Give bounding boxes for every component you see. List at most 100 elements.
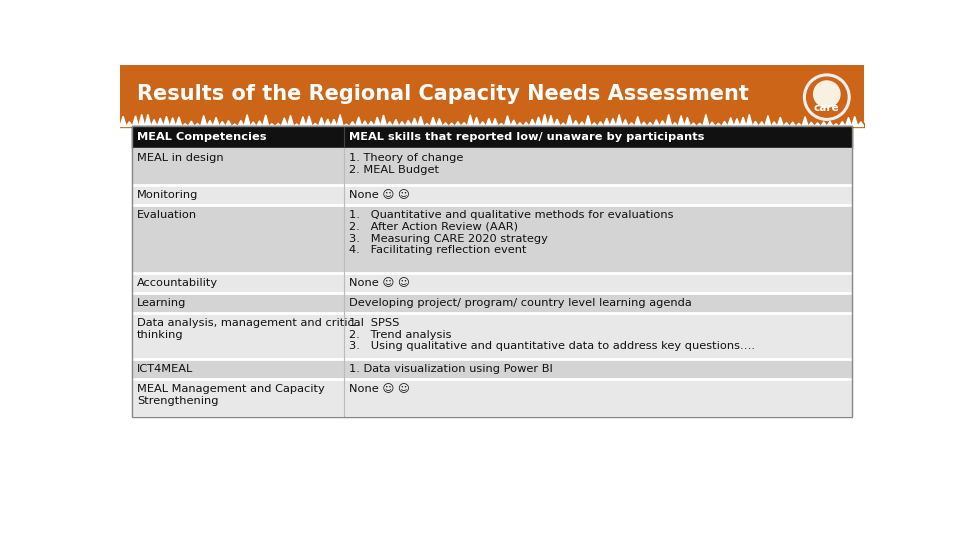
Polygon shape <box>430 117 436 126</box>
Polygon shape <box>604 118 610 126</box>
Polygon shape <box>635 117 641 126</box>
Text: None ☺ ☺: None ☺ ☺ <box>349 384 410 394</box>
Text: Developing project/ program/ country level learning agenda: Developing project/ program/ country lev… <box>349 298 692 308</box>
Polygon shape <box>733 119 740 126</box>
Polygon shape <box>647 123 653 126</box>
Polygon shape <box>833 124 839 126</box>
Polygon shape <box>814 123 821 126</box>
Polygon shape <box>480 122 486 126</box>
Polygon shape <box>709 122 715 126</box>
Polygon shape <box>703 114 709 126</box>
Polygon shape <box>337 114 344 126</box>
Circle shape <box>806 77 847 117</box>
Polygon shape <box>616 114 622 126</box>
Polygon shape <box>226 120 231 126</box>
Polygon shape <box>852 117 858 126</box>
Polygon shape <box>516 123 523 126</box>
Polygon shape <box>256 121 263 126</box>
Polygon shape <box>468 115 473 126</box>
Text: None ☺ ☺: None ☺ ☺ <box>349 190 410 200</box>
Polygon shape <box>213 117 219 126</box>
Polygon shape <box>145 114 151 126</box>
Text: ICT4MEAL: ICT4MEAL <box>137 364 193 374</box>
Polygon shape <box>324 119 331 126</box>
Polygon shape <box>808 122 814 126</box>
Polygon shape <box>219 122 226 126</box>
Text: 1.   Quantitative and qualitative methods for evaluations
2.   After Action Revi: 1. Quantitative and qualitative methods … <box>349 211 674 255</box>
Bar <box>132 293 852 313</box>
Polygon shape <box>802 117 808 126</box>
Polygon shape <box>201 116 206 126</box>
Polygon shape <box>827 122 833 126</box>
Polygon shape <box>498 123 504 126</box>
Bar <box>132 205 852 273</box>
Polygon shape <box>380 115 387 126</box>
Text: Monitoring: Monitoring <box>137 190 199 200</box>
Text: 1.   SPSS
2.   Trend analysis
3.   Using qualitative and quantitative data to ad: 1. SPSS 2. Trend analysis 3. Using quali… <box>349 318 756 352</box>
Polygon shape <box>393 119 399 126</box>
Polygon shape <box>715 123 721 126</box>
Polygon shape <box>399 122 405 126</box>
Polygon shape <box>306 116 312 126</box>
Bar <box>132 273 852 293</box>
Polygon shape <box>728 118 733 126</box>
Polygon shape <box>455 122 461 126</box>
Polygon shape <box>721 122 728 126</box>
Polygon shape <box>690 123 697 126</box>
Polygon shape <box>492 118 498 126</box>
Polygon shape <box>405 120 412 126</box>
Polygon shape <box>275 124 281 126</box>
Text: Evaluation: Evaluation <box>137 211 197 220</box>
Polygon shape <box>678 116 684 126</box>
Polygon shape <box>294 124 300 126</box>
Polygon shape <box>443 123 448 126</box>
Polygon shape <box>591 123 597 126</box>
Polygon shape <box>504 116 511 126</box>
Polygon shape <box>641 122 647 126</box>
Polygon shape <box>511 120 516 126</box>
Polygon shape <box>244 114 251 126</box>
Polygon shape <box>418 116 423 126</box>
Text: MEAL skills that reported low/ unaware by participants: MEAL skills that reported low/ unaware b… <box>349 132 705 142</box>
Bar <box>132 148 852 185</box>
Polygon shape <box>765 116 771 126</box>
Bar <box>132 313 852 359</box>
Polygon shape <box>541 114 548 126</box>
Bar <box>132 126 852 148</box>
Polygon shape <box>858 122 864 126</box>
Polygon shape <box>170 118 176 126</box>
Bar <box>132 185 852 205</box>
Polygon shape <box>281 118 287 126</box>
Polygon shape <box>529 119 536 126</box>
Text: 1. Data visualization using Power BI: 1. Data visualization using Power BI <box>349 364 553 374</box>
Polygon shape <box>157 118 163 126</box>
Polygon shape <box>585 116 591 126</box>
Bar <box>132 359 852 379</box>
Polygon shape <box>120 116 126 126</box>
Polygon shape <box>126 122 132 126</box>
Polygon shape <box>697 123 703 126</box>
Text: care: care <box>814 103 840 113</box>
Polygon shape <box>789 122 796 126</box>
Polygon shape <box>566 115 572 126</box>
Polygon shape <box>461 123 468 126</box>
Polygon shape <box>448 123 455 126</box>
Polygon shape <box>672 123 678 126</box>
Polygon shape <box>194 124 201 126</box>
Polygon shape <box>312 123 319 126</box>
Text: 1. Theory of change
2. MEAL Budget: 1. Theory of change 2. MEAL Budget <box>349 153 464 175</box>
Polygon shape <box>629 123 635 126</box>
Polygon shape <box>597 122 604 126</box>
Bar <box>120 65 864 126</box>
Text: Data analysis, management and critical
thinking: Data analysis, management and critical t… <box>137 318 364 340</box>
Polygon shape <box>269 124 275 126</box>
Polygon shape <box>374 117 380 126</box>
Polygon shape <box>423 124 430 126</box>
Text: MEAL Management and Capacity
Strengthening: MEAL Management and Capacity Strengtheni… <box>137 384 324 406</box>
Polygon shape <box>355 117 362 126</box>
Polygon shape <box>412 118 418 126</box>
Polygon shape <box>362 121 368 126</box>
Polygon shape <box>653 120 660 126</box>
Polygon shape <box>368 122 374 126</box>
Polygon shape <box>548 116 554 126</box>
